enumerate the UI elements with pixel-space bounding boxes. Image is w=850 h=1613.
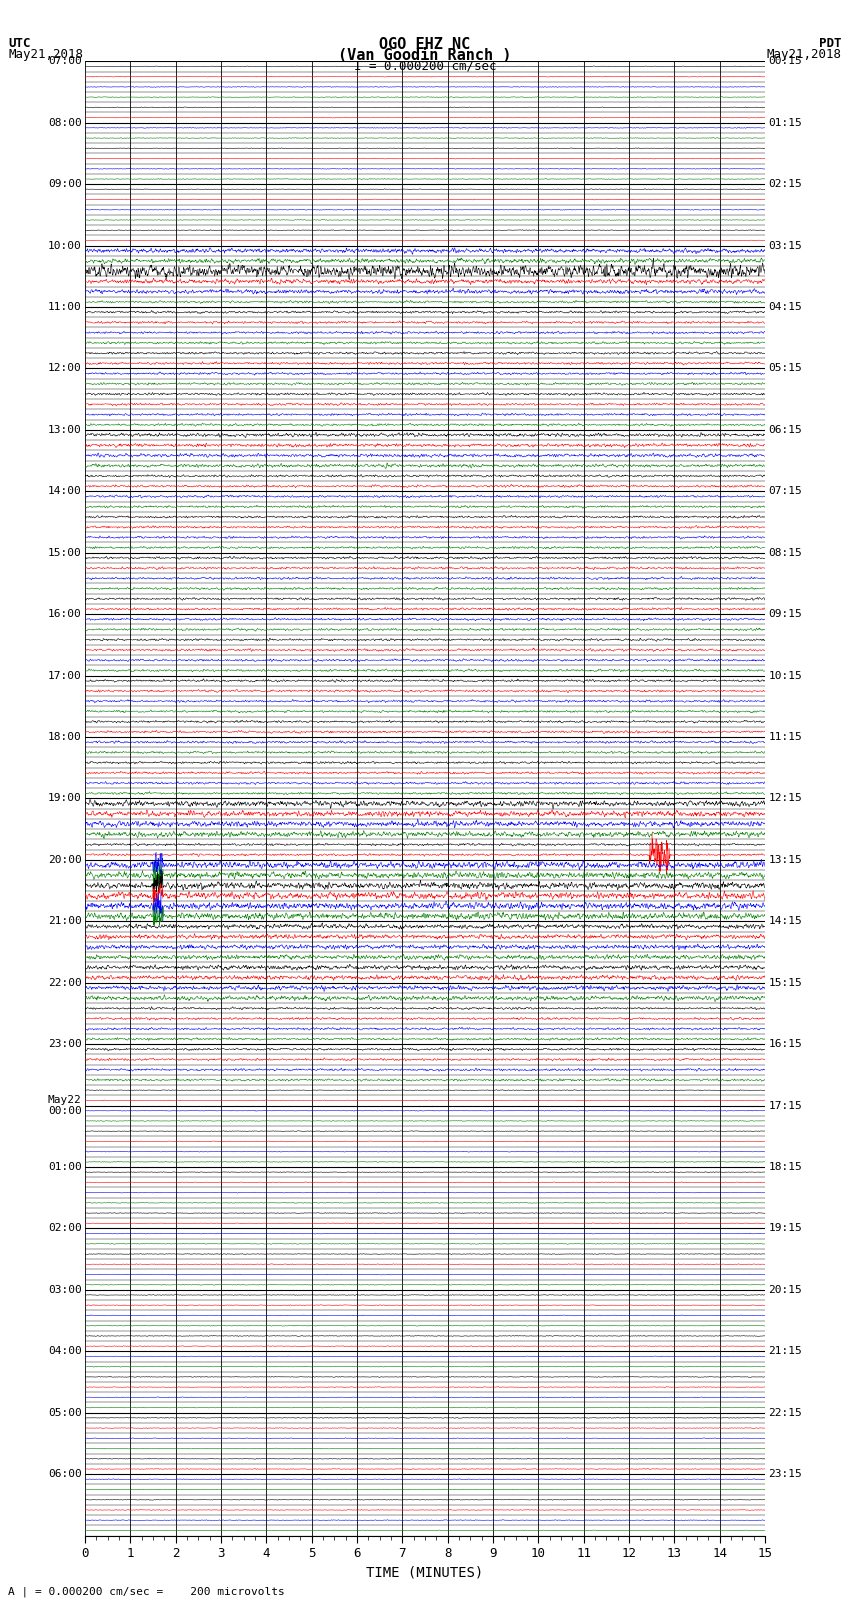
Text: 21:15: 21:15 [768,1347,802,1357]
Text: 13:00: 13:00 [48,424,82,436]
Text: 04:00: 04:00 [48,1347,82,1357]
Text: 07:00: 07:00 [48,56,82,66]
Text: 03:00: 03:00 [48,1286,82,1295]
Text: 07:15: 07:15 [768,486,802,497]
Text: 06:15: 06:15 [768,424,802,436]
Text: 08:15: 08:15 [768,548,802,558]
Text: 15:15: 15:15 [768,977,802,987]
Text: 11:00: 11:00 [48,302,82,311]
Text: 13:15: 13:15 [768,855,802,865]
Text: 10:00: 10:00 [48,240,82,250]
Text: 20:15: 20:15 [768,1286,802,1295]
Text: 12:15: 12:15 [768,794,802,803]
Text: (Van Goodin Ranch ): (Van Goodin Ranch ) [338,48,512,63]
Text: 09:15: 09:15 [768,610,802,619]
Text: 18:15: 18:15 [768,1161,802,1173]
Text: May21,2018: May21,2018 [8,48,83,61]
Text: 01:00: 01:00 [48,1161,82,1173]
Text: 12:00: 12:00 [48,363,82,374]
Text: 17:00: 17:00 [48,671,82,681]
Text: 23:15: 23:15 [768,1469,802,1479]
Text: 10:15: 10:15 [768,671,802,681]
Text: 02:15: 02:15 [768,179,802,189]
Text: 22:00: 22:00 [48,977,82,987]
Text: 03:15: 03:15 [768,240,802,250]
Text: 08:00: 08:00 [48,118,82,127]
Text: 20:00: 20:00 [48,855,82,865]
Text: 17:15: 17:15 [768,1100,802,1111]
Text: OGO EHZ NC: OGO EHZ NC [379,37,471,52]
Text: 19:15: 19:15 [768,1223,802,1234]
Text: 15:00: 15:00 [48,548,82,558]
Text: UTC: UTC [8,37,31,50]
Text: 21:00: 21:00 [48,916,82,926]
Text: PDT: PDT [819,37,842,50]
Text: I = 0.000200 cm/sec: I = 0.000200 cm/sec [354,60,496,73]
Text: 06:00: 06:00 [48,1469,82,1479]
Text: 18:00: 18:00 [48,732,82,742]
Text: A | = 0.000200 cm/sec =    200 microvolts: A | = 0.000200 cm/sec = 200 microvolts [8,1586,286,1597]
Text: 16:00: 16:00 [48,610,82,619]
Text: 16:15: 16:15 [768,1039,802,1048]
Text: May21,2018: May21,2018 [767,48,842,61]
Text: 11:15: 11:15 [768,732,802,742]
Text: 14:00: 14:00 [48,486,82,497]
Text: 09:00: 09:00 [48,179,82,189]
Text: 23:00: 23:00 [48,1039,82,1048]
Text: 22:15: 22:15 [768,1408,802,1418]
Text: May22
00:00: May22 00:00 [48,1095,82,1116]
Text: 01:15: 01:15 [768,118,802,127]
Text: 14:15: 14:15 [768,916,802,926]
X-axis label: TIME (MINUTES): TIME (MINUTES) [366,1566,484,1581]
Text: 00:15: 00:15 [768,56,802,66]
Text: 04:15: 04:15 [768,302,802,311]
Text: 19:00: 19:00 [48,794,82,803]
Text: 05:00: 05:00 [48,1408,82,1418]
Text: 05:15: 05:15 [768,363,802,374]
Text: 02:00: 02:00 [48,1223,82,1234]
